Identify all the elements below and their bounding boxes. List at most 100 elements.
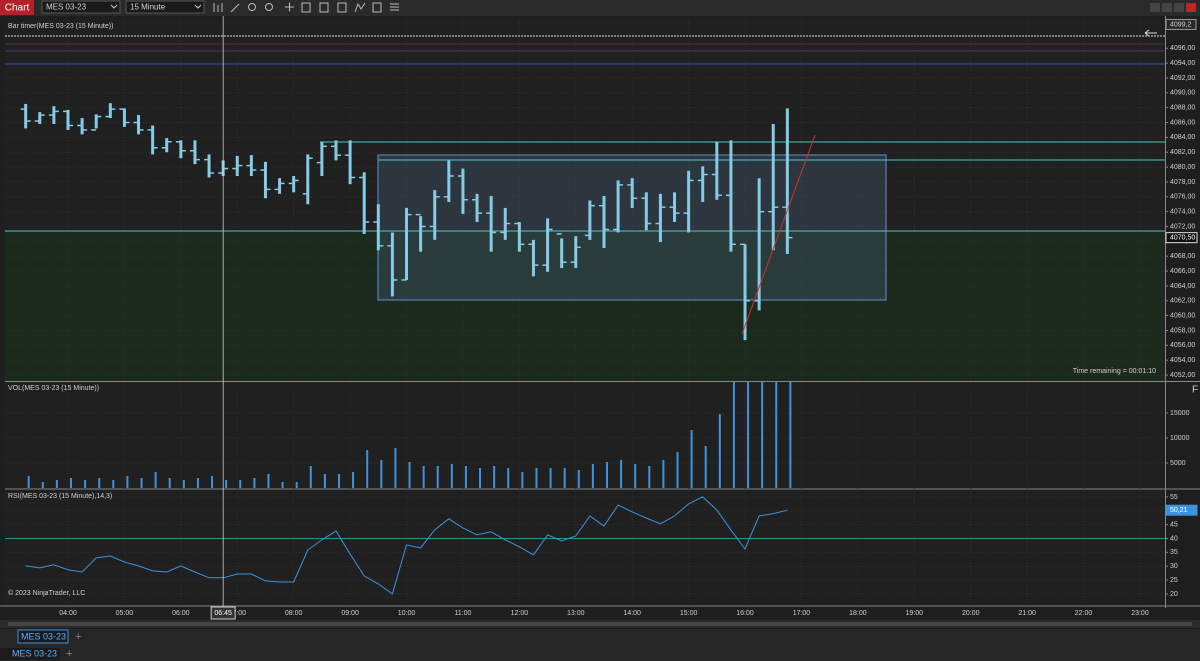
volume-bar <box>732 382 735 488</box>
y-tick-label: 4090,00 <box>1170 90 1195 97</box>
y-tick-label: 4096,00 <box>1170 45 1195 52</box>
toolbar-icons[interactable] <box>213 2 399 13</box>
x-tick-label: 19:00 <box>906 610 924 617</box>
y-tick-label: 35 <box>1170 549 1178 556</box>
dropdown-arrow <box>194 4 202 9</box>
volume-bar <box>211 476 214 488</box>
series <box>5 496 1165 595</box>
y-tick-label: 4074,00 <box>1170 208 1195 215</box>
volume-bar <box>789 382 792 488</box>
volume-bar <box>154 472 157 488</box>
volume-bar <box>521 472 524 488</box>
x-tick-label: 04:00 <box>59 610 77 617</box>
window-button[interactable] <box>1150 3 1160 12</box>
x-tick-label: 16:00 <box>736 610 754 617</box>
x-tick-label: 17:00 <box>793 610 811 617</box>
window-button[interactable] <box>1174 3 1184 12</box>
crosshair-box <box>210 606 236 620</box>
volume-bar <box>507 468 510 488</box>
grid <box>5 20 1165 605</box>
panel-title: RSI(MES 03-23 (15 Minute),14,3) <box>8 493 112 500</box>
tab-label: MES 03-23 <box>21 631 66 641</box>
volume-bar <box>620 460 623 488</box>
arrow-icon <box>1144 29 1157 37</box>
add-tab[interactable]: + <box>66 648 72 660</box>
tab[interactable] <box>17 629 69 644</box>
y-tick-label: 4062,00 <box>1170 298 1195 305</box>
y-tick-label: 4060,00 <box>1170 312 1195 319</box>
y-tick-label: 10000 <box>1170 435 1190 442</box>
x-tick-label: 09:00 <box>341 610 359 617</box>
volume-bar <box>422 466 425 488</box>
volume-bar <box>168 478 171 488</box>
interval-label: 15 Minute <box>130 3 166 12</box>
toolbar <box>0 0 1200 16</box>
close-button[interactable] <box>1186 3 1196 12</box>
panel-title: Bar timer(MES 03-23 (15 Minute)) <box>8 23 113 30</box>
volume-bar <box>126 476 129 488</box>
trend-line[interactable] <box>741 134 816 335</box>
crosshair-label: 06:45 <box>214 610 232 617</box>
volume-bar <box>634 464 637 488</box>
volume-bar <box>196 478 199 488</box>
volume-bar <box>98 478 101 488</box>
interval-select[interactable] <box>125 0 205 14</box>
chart-tab[interactable] <box>0 0 34 15</box>
volume-bar <box>775 382 778 488</box>
scrollbar-thumb[interactable] <box>8 622 1192 626</box>
volume-bar <box>577 470 580 488</box>
window-button[interactable] <box>1162 3 1172 12</box>
y-tick-label: 25 <box>1170 577 1178 584</box>
x-tick-label: 10:00 <box>398 610 416 617</box>
y-tick-label: 4068,00 <box>1170 253 1195 260</box>
volume-bar <box>747 382 750 488</box>
instrument-select[interactable] <box>41 0 121 14</box>
volume-bar <box>55 480 58 488</box>
volume-bar <box>225 480 228 488</box>
volume-bar <box>70 478 72 488</box>
annotation: © 2023 NinjaTrader, LLC <box>8 589 85 597</box>
volume-bar <box>408 462 411 488</box>
y-tick-label: 4056,00 <box>1170 342 1195 349</box>
y-tick-label: 45 <box>1170 521 1178 528</box>
volume-bar <box>605 462 608 488</box>
x-tick-label: 06:00 <box>172 610 190 617</box>
x-tick-label: 23:00 <box>1131 610 1149 617</box>
y-tick-label: 15000 <box>1170 410 1190 417</box>
marks <box>5 103 1165 595</box>
volume-bar <box>337 474 340 488</box>
volume-bar <box>323 474 326 488</box>
y-tick-label: 4058,00 <box>1170 327 1195 334</box>
y-tick-label: 4094,00 <box>1170 60 1195 67</box>
current-marker-label: 4070,50 <box>1170 234 1195 241</box>
annotation: Time remaining = 00:01:10 <box>1073 368 1156 375</box>
y-tick-label: 5000 <box>1170 460 1186 467</box>
volume-bar <box>591 464 594 488</box>
x-tick-label: 18:00 <box>849 610 867 617</box>
x-tick-label: 13:00 <box>567 610 585 617</box>
current-marker-label: 50,21 <box>1170 507 1188 514</box>
rsi-line <box>25 496 788 595</box>
y-tick-label: 4066,00 <box>1170 268 1195 275</box>
volume-bar <box>676 452 679 488</box>
tab[interactable] <box>0 648 60 660</box>
rectangle-drawing[interactable] <box>377 154 887 301</box>
y-tick-label: 4052,00 <box>1170 372 1195 379</box>
volume-bar <box>464 466 467 488</box>
add-tab[interactable]: + <box>75 631 81 643</box>
x-tick-label: 15:00 <box>680 610 698 617</box>
volume-bar <box>253 478 256 488</box>
volume-bar <box>436 466 439 488</box>
y-tick-label: 40 <box>1170 535 1178 542</box>
volume-bar <box>394 448 397 488</box>
x-tick-label: 12:00 <box>511 610 529 617</box>
volume-bar <box>718 414 721 488</box>
volume-bar <box>549 468 552 488</box>
y-tick-label: 4088,00 <box>1170 104 1195 111</box>
dropdown-arrow <box>110 4 118 9</box>
volume-bar <box>761 382 764 488</box>
y-tick-label: 4078,00 <box>1170 179 1195 186</box>
volume-bar <box>704 446 707 488</box>
